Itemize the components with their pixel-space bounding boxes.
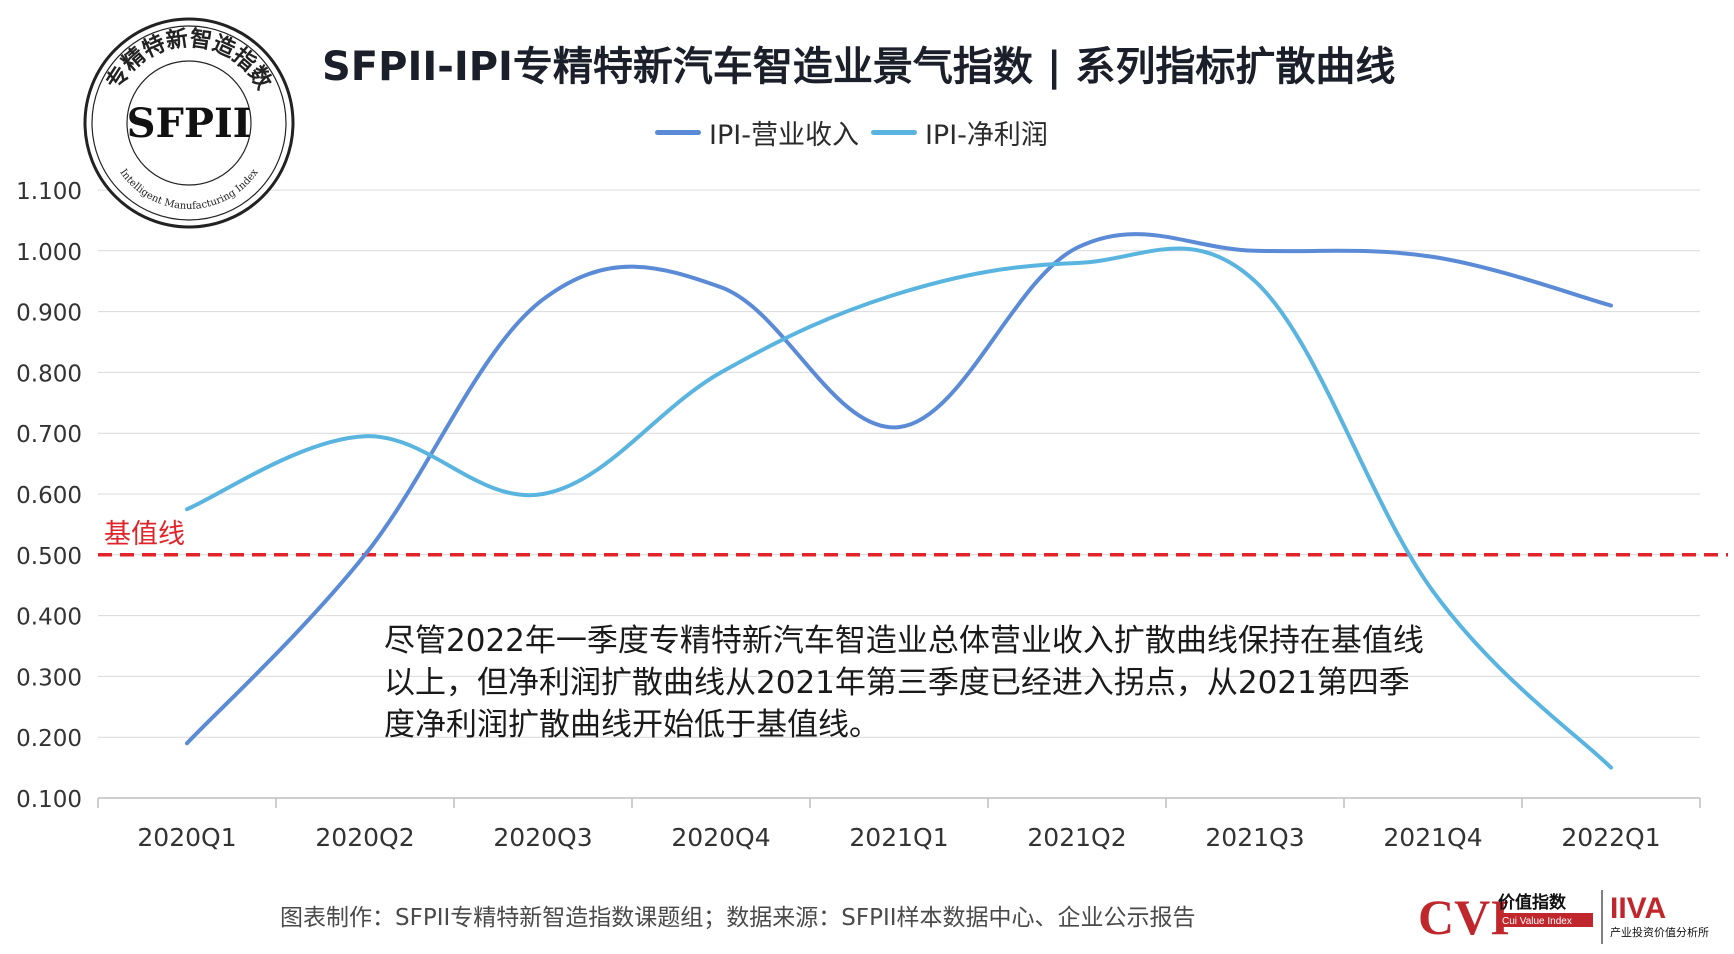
legend-swatch-profit [870, 129, 917, 135]
y-axis-ticks: 0.100 0.200 0.300 0.400 0.500 0.600 0.700 0.800… [16, 179, 82, 813]
cvi-logo: CVI 价值指数 Cui Value Index [1418, 889, 1593, 945]
legend-label-profit: IPI-净利润 [924, 119, 1048, 151]
y-tick-label: 0.200 [16, 726, 82, 752]
cvi-logo-mark: CVI [1418, 889, 1510, 945]
source-footer: 图表制作：SFPII专精特新智造指数课题组；数据来源：SFPII样本数据中心、企… [280, 905, 1196, 931]
y-tick-label: 0.700 [16, 422, 82, 448]
cvi-logo-sub: Cui Value Index [1502, 916, 1572, 927]
y-tick-label: 0.100 [16, 787, 82, 813]
series-line-revenue [185, 232, 1613, 746]
sfpii-seal-logo: 专精特新智造指数 Intelligent Manufacturing Index… [83, 17, 295, 229]
legend-swatch-revenue [655, 129, 701, 135]
seal-center-text: SFPII [127, 100, 252, 147]
x-tick-label: 2021Q3 [1205, 823, 1304, 852]
chart-title: SFPII-IPI专精特新汽车智造业景气指数 | 系列指标扩散曲线 [322, 44, 1396, 90]
chart-legend: IPI-营业收入 IPI-净利润 [655, 112, 1060, 152]
baseline-group: 基值线 [98, 519, 1728, 557]
series-line-profit [185, 246, 1613, 770]
x-tick-label: 2021Q1 [849, 823, 948, 852]
y-tick-label: 1.100 [16, 179, 82, 205]
y-tick-label: 0.900 [16, 301, 82, 327]
x-tick-label: 2022Q1 [1561, 823, 1660, 852]
x-tick-label: 2021Q4 [1383, 823, 1482, 852]
iiva-logo: IIVA 产业投资价值分析所 [1601, 890, 1709, 944]
x-tick-label: 2020Q2 [315, 823, 414, 852]
y-tick-label: 0.400 [16, 605, 82, 631]
cvi-logo-title: 价值指数 [1498, 892, 1567, 913]
baseline-label: 基值线 [104, 519, 185, 550]
x-tick-label: 2020Q1 [137, 823, 236, 852]
legend-label-revenue: IPI-营业收入 [709, 119, 859, 151]
x-tick-label: 2020Q3 [493, 823, 592, 852]
x-tick-label: 2021Q2 [1027, 823, 1126, 852]
x-tick-label: 2020Q4 [671, 823, 770, 852]
y-tick-label: 0.500 [16, 544, 82, 570]
y-tick-label: 0.600 [16, 483, 82, 509]
y-tick-label: 0.800 [16, 361, 82, 387]
chart-annotation: 尽管2022年一季度专精特新汽车智造业总体营业收入扩散曲线保持在基值线以上，但净… [384, 623, 1424, 743]
legend-item-revenue: IPI-营业收入 [655, 113, 859, 152]
y-tick-label: 0.300 [16, 665, 82, 691]
x-axis-ticks: 2020Q1 2020Q2 2020Q3 2020Q4 2021Q1 2021Q2 2021… [97, 798, 1701, 852]
iiva-logo-mark: IIVA [1610, 892, 1666, 925]
y-tick-label: 1.000 [16, 240, 82, 266]
series-lines [185, 232, 1613, 770]
iiva-logo-title: 产业投资价值分析所 [1610, 925, 1709, 939]
legend-item-profit: IPI-净利润 [870, 113, 1048, 152]
